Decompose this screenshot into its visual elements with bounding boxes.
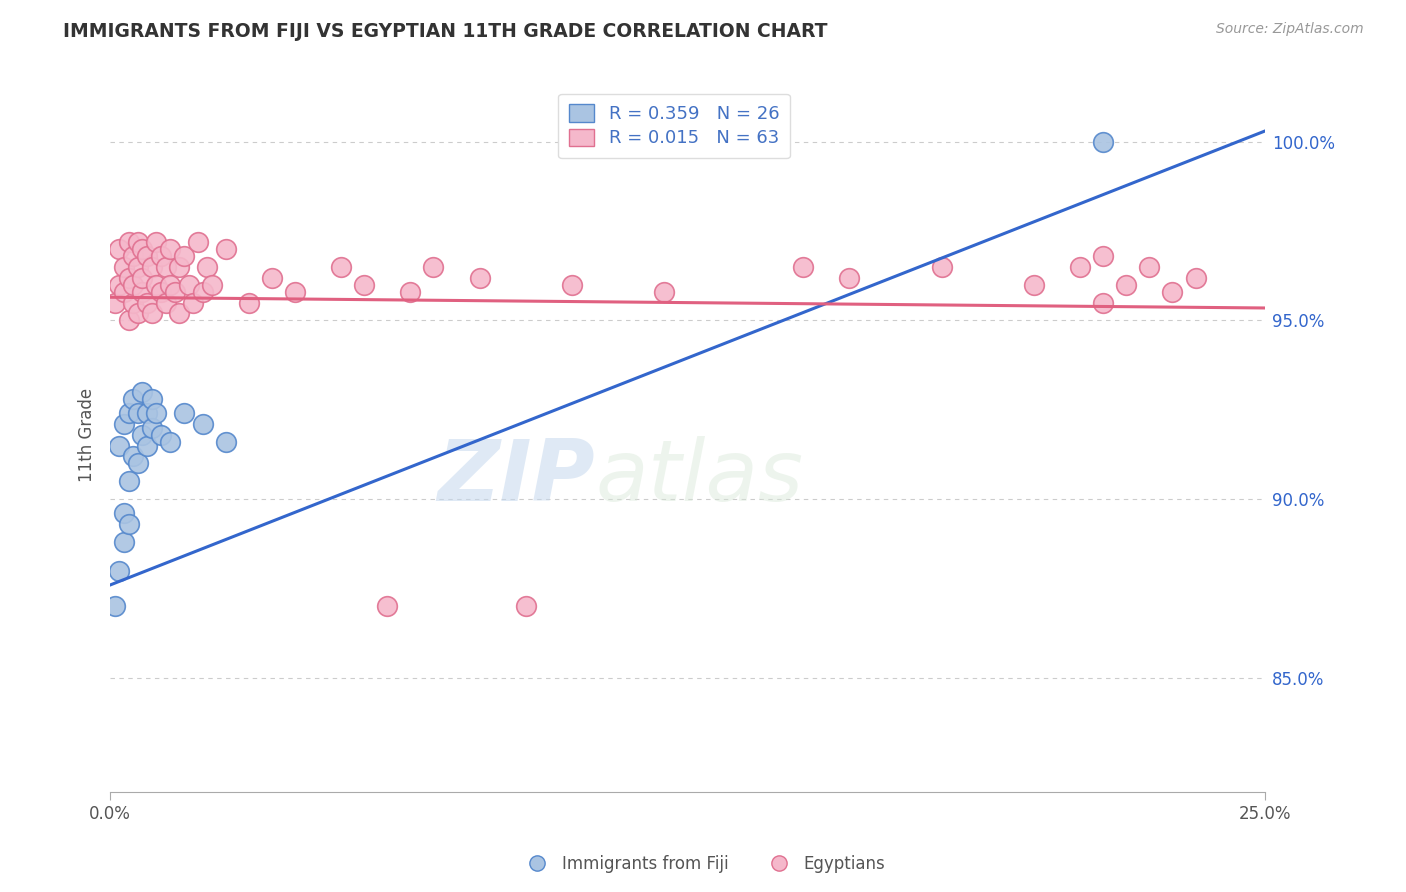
Point xyxy=(1115,277,1137,292)
Point xyxy=(238,295,260,310)
Point xyxy=(1161,285,1184,299)
Point xyxy=(136,406,159,420)
Point xyxy=(330,260,353,274)
Point xyxy=(515,599,537,614)
Point xyxy=(187,235,209,249)
Point xyxy=(136,439,159,453)
Point xyxy=(104,599,127,614)
Point xyxy=(1092,135,1115,149)
Point xyxy=(108,242,131,256)
Point xyxy=(112,535,135,549)
Point xyxy=(181,295,204,310)
Point xyxy=(468,270,491,285)
Point xyxy=(145,235,167,249)
Point xyxy=(792,260,814,274)
Point xyxy=(177,277,200,292)
Point xyxy=(173,406,195,420)
Point xyxy=(155,295,177,310)
Point xyxy=(399,285,422,299)
Point xyxy=(122,392,145,406)
Point xyxy=(112,260,135,274)
Point xyxy=(149,285,172,299)
Point xyxy=(353,277,375,292)
Point xyxy=(145,277,167,292)
Point xyxy=(191,417,214,431)
Point xyxy=(117,475,139,489)
Point xyxy=(149,428,172,442)
Point xyxy=(117,235,139,249)
Point xyxy=(127,406,149,420)
Point xyxy=(141,306,163,320)
Point xyxy=(112,507,135,521)
Text: ZIP: ZIP xyxy=(437,436,595,519)
Point xyxy=(108,439,131,453)
Point xyxy=(136,249,159,263)
Text: IMMIGRANTS FROM FIJI VS EGYPTIAN 11TH GRADE CORRELATION CHART: IMMIGRANTS FROM FIJI VS EGYPTIAN 11TH GR… xyxy=(63,22,828,41)
Point xyxy=(122,249,145,263)
Point xyxy=(654,285,676,299)
Point xyxy=(112,417,135,431)
Point xyxy=(136,295,159,310)
Point xyxy=(169,260,191,274)
Point xyxy=(117,313,139,327)
Point xyxy=(117,270,139,285)
Point xyxy=(117,406,139,420)
Point xyxy=(195,260,218,274)
Point xyxy=(375,599,398,614)
Point xyxy=(159,435,181,450)
Point xyxy=(191,285,214,299)
Point xyxy=(127,260,149,274)
Point xyxy=(122,295,145,310)
Point xyxy=(173,249,195,263)
Point xyxy=(141,392,163,406)
Text: atlas: atlas xyxy=(595,436,803,519)
Point xyxy=(127,235,149,249)
Y-axis label: 11th Grade: 11th Grade xyxy=(79,388,96,482)
Point xyxy=(561,277,583,292)
Point xyxy=(127,457,149,471)
Point xyxy=(931,260,953,274)
Point xyxy=(122,277,145,292)
Point xyxy=(141,260,163,274)
Point xyxy=(159,277,181,292)
Point xyxy=(159,242,181,256)
Point xyxy=(1022,277,1045,292)
Point xyxy=(108,277,131,292)
Point xyxy=(1184,270,1206,285)
Point xyxy=(284,285,307,299)
Point xyxy=(838,270,860,285)
Point xyxy=(122,450,145,464)
Point xyxy=(127,306,149,320)
Point xyxy=(131,242,153,256)
Point xyxy=(1092,249,1115,263)
Point xyxy=(108,564,131,578)
Legend: R = 0.359   N = 26, R = 0.015   N = 63: R = 0.359 N = 26, R = 0.015 N = 63 xyxy=(558,94,790,158)
Point xyxy=(131,384,153,399)
Point xyxy=(1092,295,1115,310)
Point xyxy=(169,306,191,320)
Text: Source: ZipAtlas.com: Source: ZipAtlas.com xyxy=(1216,22,1364,37)
Point xyxy=(141,421,163,435)
Legend: Immigrants from Fiji, Egyptians: Immigrants from Fiji, Egyptians xyxy=(513,848,893,880)
Point xyxy=(1137,260,1160,274)
Point xyxy=(260,270,283,285)
Point xyxy=(145,406,167,420)
Point xyxy=(155,260,177,274)
Point xyxy=(149,249,172,263)
Point xyxy=(104,295,127,310)
Point xyxy=(131,270,153,285)
Point xyxy=(117,517,139,532)
Point xyxy=(131,285,153,299)
Point xyxy=(131,428,153,442)
Point xyxy=(422,260,444,274)
Point xyxy=(201,277,224,292)
Point xyxy=(1069,260,1091,274)
Point xyxy=(112,285,135,299)
Point xyxy=(214,242,236,256)
Point xyxy=(163,285,186,299)
Point xyxy=(214,435,236,450)
